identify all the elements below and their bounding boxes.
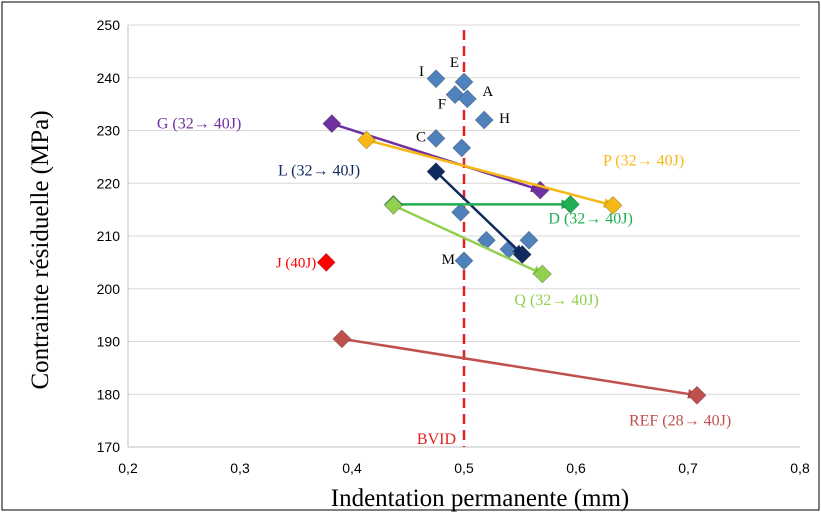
data-point bbox=[452, 138, 472, 158]
data-point bbox=[426, 128, 446, 148]
data-point bbox=[457, 89, 477, 109]
point-label: A bbox=[482, 84, 493, 100]
data-point bbox=[426, 69, 446, 89]
y-tick-label: 230 bbox=[97, 123, 121, 139]
data-point bbox=[519, 230, 539, 250]
y-tick-label: 200 bbox=[97, 281, 121, 297]
series-label: D (32→ 40J) bbox=[548, 210, 632, 227]
series-arrow bbox=[366, 138, 614, 208]
data-point bbox=[454, 72, 474, 92]
data-point bbox=[451, 202, 471, 222]
y-tick-label: 210 bbox=[97, 228, 121, 244]
series-label: G (32→ 40J) bbox=[157, 116, 241, 133]
series-label: REF (28→ 40J) bbox=[629, 412, 731, 429]
y-tick-label: 190 bbox=[97, 334, 121, 350]
x-tick-label: 0,6 bbox=[566, 460, 586, 476]
y-tick-label: 240 bbox=[97, 70, 121, 86]
y-tick-label: 250 bbox=[97, 17, 121, 33]
data-points: I E F AH C M J (40J) bbox=[276, 55, 539, 272]
y-axis-title: Contrainte résiduelle (MPa) bbox=[27, 110, 54, 389]
bvid-label: BVID bbox=[417, 431, 456, 448]
series-end-point bbox=[560, 194, 580, 214]
point-label: I bbox=[419, 64, 424, 80]
series-end-point bbox=[603, 195, 623, 215]
point-label: H bbox=[499, 111, 510, 127]
series-arrow bbox=[341, 337, 698, 399]
y-tick-label: 180 bbox=[97, 386, 121, 402]
x-tick-label: 0,4 bbox=[342, 460, 362, 476]
point-label: E bbox=[450, 55, 459, 71]
series-label: P (32→ 40J) bbox=[603, 152, 684, 169]
series-start-point bbox=[383, 195, 404, 215]
tick-labels: 170 180 190 200 210 220 230 240 250 0,2 0,3 0,4 0,5 0… bbox=[97, 17, 810, 476]
series-arrow bbox=[392, 204, 544, 276]
series-label: L (32→ 40J) bbox=[278, 163, 360, 180]
x-tick-label: 0,2 bbox=[118, 460, 138, 476]
point-label: J (40J) bbox=[276, 255, 316, 271]
series-start-point bbox=[322, 114, 342, 134]
series-end-point bbox=[532, 264, 552, 284]
series-start-point bbox=[332, 329, 352, 349]
point-label: F bbox=[438, 97, 446, 113]
series-arrows: G (32→ 40J) P (32→ 40J) L (32→ 40J) D (32→ … bbox=[157, 114, 731, 429]
series-label: Q (32→ 40J) bbox=[514, 292, 598, 309]
series-end-point bbox=[687, 385, 707, 405]
series-start-point bbox=[356, 130, 377, 150]
x-axis-title: Indentation permanente (mm) bbox=[331, 485, 630, 512]
y-tick-label: 170 bbox=[97, 439, 121, 455]
x-tick-label: 0,8 bbox=[790, 460, 810, 476]
data-point bbox=[316, 252, 336, 272]
series-arrow bbox=[435, 170, 524, 256]
data-point bbox=[474, 110, 494, 130]
x-tick-label: 0,7 bbox=[678, 460, 698, 476]
series-start-point bbox=[426, 162, 446, 182]
x-tick-label: 0,5 bbox=[454, 460, 474, 476]
y-tick-label: 220 bbox=[97, 175, 121, 191]
point-label: M bbox=[442, 252, 455, 268]
point-label: C bbox=[416, 129, 426, 145]
x-tick-label: 0,3 bbox=[230, 460, 250, 476]
data-point bbox=[454, 251, 474, 271]
